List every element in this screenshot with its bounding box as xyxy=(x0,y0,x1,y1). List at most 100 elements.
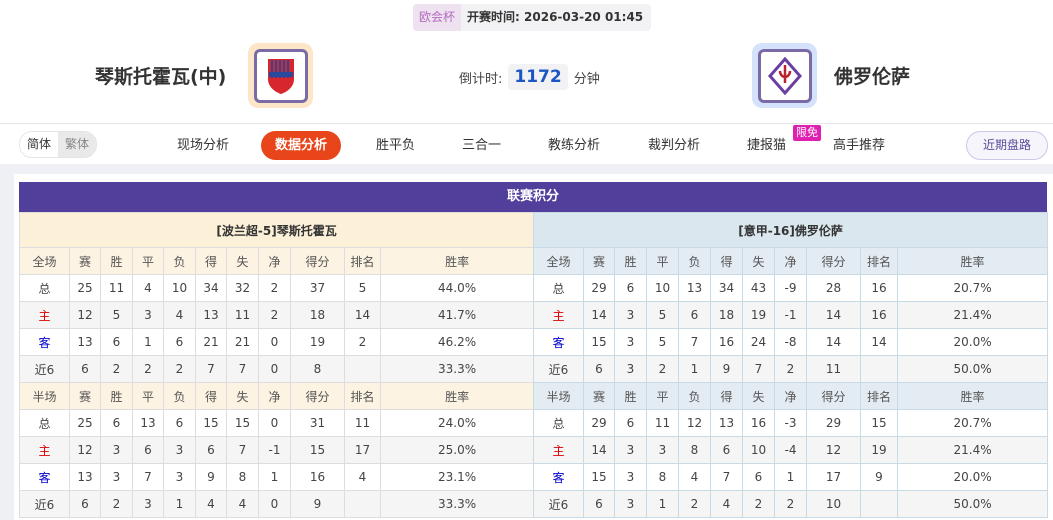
column-header: 负 xyxy=(163,247,196,275)
table-cell: 2 xyxy=(774,355,807,383)
fiorentina-crest-icon xyxy=(767,56,802,95)
table-row: 主 14 3 3 8 6 10 -4 12 19 21.4% xyxy=(533,436,1049,464)
home-team-logo[interactable] xyxy=(248,43,313,108)
table-cell: 3 xyxy=(132,301,164,329)
table-cell: 16 xyxy=(710,328,743,356)
table-cell: 34 xyxy=(195,274,227,302)
table-row: 客 13 6 1 6 21 21 0 19 2 46.2% xyxy=(19,328,535,356)
column-header: 失 xyxy=(742,382,775,410)
column-header: 平 xyxy=(646,382,679,410)
table-cell: 18 xyxy=(710,301,743,329)
column-header: 全场 xyxy=(533,247,584,275)
table-cell: 24 xyxy=(742,328,775,356)
column-header: 排名 xyxy=(860,247,898,275)
tab-jiebaomao[interactable]: 捷报猫 xyxy=(747,138,787,153)
table-cell: 29 xyxy=(583,274,615,302)
table-cell: 3 xyxy=(614,490,647,518)
table-cell: 6 xyxy=(742,463,775,491)
tab-1x2[interactable]: 胜平负 xyxy=(376,138,416,153)
tab-referee-analysis[interactable]: 裁判分析 xyxy=(648,138,701,153)
table-cell: 15 xyxy=(583,463,615,491)
column-header: 得 xyxy=(710,247,743,275)
table-cell: 7 xyxy=(132,463,164,491)
table-cell: 3 xyxy=(100,463,133,491)
table-cell: 11 xyxy=(646,409,679,437)
table-row: 近6 6 2 3 1 4 4 0 9 33.3% xyxy=(19,490,535,518)
match-header: 欧会杯 开赛时间: 2026-03-20 01:45 琴斯托霍瓦(中) 倒计时:… xyxy=(0,0,1053,123)
away-team-name[interactable]: 佛罗伦萨 xyxy=(834,66,911,88)
table-cell: 13 xyxy=(678,274,711,302)
table-cell: 28 xyxy=(806,274,861,302)
table-cell: 41.7% xyxy=(379,301,535,329)
row-label: 近6 xyxy=(19,490,70,518)
table-cell: 13 xyxy=(195,301,227,329)
table-cell: 2 xyxy=(100,490,133,518)
table-row: 总 25 11 4 10 34 32 2 37 5 44.0% xyxy=(19,274,535,302)
table-cell: 9 xyxy=(290,490,345,518)
table-cell: 23.1% xyxy=(379,463,535,491)
tab-expert-picks[interactable]: 高手推荐 xyxy=(833,138,886,153)
table-cell: -4 xyxy=(774,436,807,464)
table-cell: 25 xyxy=(69,409,101,437)
column-header: 排名 xyxy=(860,382,898,410)
table-cell: 6 xyxy=(163,409,196,437)
column-header: 净 xyxy=(258,382,291,410)
table-cell: 19 xyxy=(290,328,345,356)
tab-data-analysis[interactable]: 数据分析 xyxy=(261,131,342,160)
lang-traditional[interactable]: 繁体 xyxy=(58,132,97,157)
table-cell: 1 xyxy=(774,463,807,491)
table-cell: 3 xyxy=(614,301,647,329)
table-cell: 20.0% xyxy=(896,328,1049,356)
table-cell: 7 xyxy=(678,328,711,356)
header-row: 全场赛胜平负得失净得分 排名 胜率 xyxy=(19,247,535,275)
raków-crest-icon xyxy=(267,58,294,94)
table-cell: 5 xyxy=(100,301,133,329)
table-cell: 25.0% xyxy=(379,436,535,464)
table-cell xyxy=(344,355,381,383)
table-cell: 6 xyxy=(583,490,615,518)
table-row: 客 13 3 7 3 9 8 1 16 4 23.1% xyxy=(19,463,535,491)
league-label[interactable]: 欧会杯 xyxy=(413,4,462,31)
tab-live-analysis[interactable]: 现场分析 xyxy=(177,138,230,153)
column-header: 胜率 xyxy=(379,247,535,275)
table-cell: 17 xyxy=(806,463,861,491)
table-cell: 14 xyxy=(860,328,898,356)
table-cell: 0 xyxy=(258,328,291,356)
table-cell: 3 xyxy=(614,328,647,356)
header-row: 半场赛胜平负得失净得分 排名 胜率 xyxy=(533,382,1049,410)
table-cell: 9 xyxy=(860,463,898,491)
language-toggle[interactable]: 简体 繁体 xyxy=(19,131,98,158)
table-cell: 16 xyxy=(860,301,898,329)
row-label: 主 xyxy=(533,436,584,464)
table-cell: 4 xyxy=(163,301,196,329)
table-cell: 4 xyxy=(195,490,227,518)
tab-coach-analysis[interactable]: 教练分析 xyxy=(548,138,601,153)
countdown-value: 1172 xyxy=(508,64,568,90)
column-header: 半场 xyxy=(19,382,70,410)
table-row: 客 15 3 8 4 7 6 1 17 9 20.0% xyxy=(533,463,1049,491)
column-header: 胜 xyxy=(100,382,133,410)
table-cell: 6 xyxy=(583,355,615,383)
table-cell: 6 xyxy=(132,436,164,464)
table-cell: 12 xyxy=(69,436,101,464)
table-cell: 2 xyxy=(344,328,381,356)
table-cell: 3 xyxy=(614,463,647,491)
table-cell: 10 xyxy=(806,490,861,518)
table-cell: 5 xyxy=(646,328,679,356)
table-cell: 3 xyxy=(646,436,679,464)
table-cell: 19 xyxy=(742,301,775,329)
row-label: 总 xyxy=(19,409,70,437)
home-team-name[interactable]: 琴斯托霍瓦(中) xyxy=(95,66,227,88)
recent-trends-button[interactable]: 近期盘路 xyxy=(966,131,1048,160)
table-cell: 6 xyxy=(195,436,227,464)
table-cell: 12 xyxy=(806,436,861,464)
row-label: 主 xyxy=(533,301,584,329)
column-header: 胜 xyxy=(614,247,647,275)
away-team-logo[interactable] xyxy=(752,43,817,108)
tab-three-in-one[interactable]: 三合一 xyxy=(462,138,502,153)
lang-simplified[interactable]: 简体 xyxy=(20,132,59,157)
table-cell: 29 xyxy=(806,409,861,437)
table-cell: -1 xyxy=(258,436,291,464)
column-header: 胜率 xyxy=(896,382,1049,410)
column-header: 赛 xyxy=(583,382,615,410)
